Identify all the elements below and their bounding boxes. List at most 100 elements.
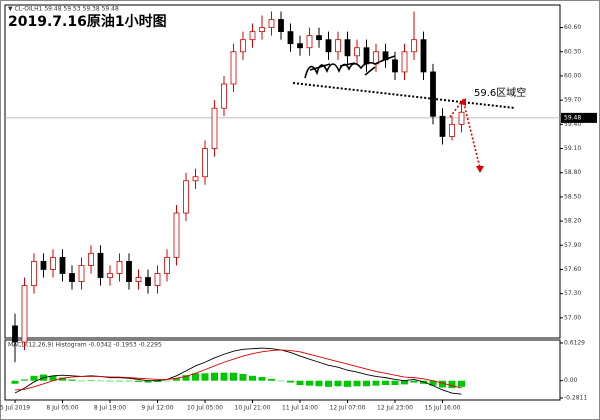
candle-body: [88, 252, 94, 266]
candle-body: [31, 261, 37, 286]
histogram-bar: [49, 375, 57, 381]
y-tick-label: 58.50: [564, 193, 581, 200]
histogram-bar: [116, 380, 123, 382]
candle-body: [164, 256, 170, 274]
y-tick-label: -0.2811: [564, 395, 587, 402]
histogram-bar: [144, 380, 152, 383]
candle-body: [221, 83, 227, 109]
histogram-bar: [268, 378, 275, 381]
candle-body: [411, 39, 417, 53]
annotation: 59.6区域空: [474, 86, 526, 99]
candle-body: [59, 256, 66, 274]
histogram-bar: [258, 377, 266, 381]
candle-body: [287, 31, 294, 45]
y-tick-label: 57.60: [564, 266, 581, 273]
candle-body: [116, 261, 123, 274]
x-tick-label: 10 Jul 05:00: [187, 405, 223, 412]
candle-body: [268, 19, 275, 28]
y-tick-label: 57.00: [564, 314, 581, 321]
histogram-bar: [78, 380, 85, 382]
candle-body: [173, 212, 180, 258]
histogram-bar: [30, 375, 38, 381]
histogram-bar: [353, 380, 361, 387]
y-tick-label: 58.80: [564, 169, 581, 176]
candle-body: [107, 273, 113, 278]
y-tick-label: 0.6129: [564, 340, 585, 347]
candle-body: [420, 39, 427, 73]
histogram-bar: [315, 380, 323, 387]
histogram-bar: [401, 380, 408, 385]
candle-body: [354, 47, 360, 57]
candle-body: [392, 59, 398, 73]
candle-body: [278, 19, 284, 33]
x-tick-label: 8 Jul 19:00: [94, 405, 126, 412]
candle-body: [211, 107, 218, 149]
arrow-head: [459, 98, 466, 106]
candle-body: [78, 265, 85, 282]
y-tick-label: 57.90: [564, 242, 581, 249]
histogram-bar: [182, 375, 190, 381]
candle-body: [202, 148, 208, 178]
chart-header: ▼ CL-OILH1 59.48 59.53 59.38 59.48: [8, 6, 119, 13]
histogram-bar: [59, 377, 66, 381]
histogram-bar: [220, 372, 228, 381]
y-tick-label: 60.00: [564, 72, 581, 79]
candle-body: [40, 261, 47, 270]
chart-title: 2019.7.16原油1小时图: [8, 13, 167, 30]
candle-body: [401, 51, 408, 73]
y-tick-label: 59.70: [564, 97, 581, 104]
candle-body: [135, 277, 142, 282]
macd-panel: [4, 339, 561, 401]
candle-body: [183, 180, 189, 214]
histogram-bar: [306, 380, 313, 386]
histogram-bar: [363, 380, 370, 387]
candle-body: [240, 39, 246, 53]
candle-body: [69, 273, 75, 282]
y-tick-label: 58.20: [564, 218, 581, 225]
price-panel: [4, 4, 561, 339]
histogram-bar: [287, 380, 294, 383]
histogram-bar: [458, 380, 465, 387]
y-tick-label: 0.00: [564, 377, 578, 384]
histogram-bar: [87, 380, 95, 381]
candle-body: [145, 277, 151, 286]
histogram-bar: [391, 380, 399, 386]
histogram-bar: [448, 380, 456, 389]
candle-body: [439, 115, 446, 137]
macd-line: [14, 347, 462, 395]
histogram-bar: [154, 380, 161, 382]
histogram-bar: [230, 372, 237, 381]
trend-line: [292, 82, 516, 109]
histogram-bar: [382, 380, 389, 386]
y-tick-label: 59.40: [564, 121, 581, 128]
candle-body: [192, 176, 199, 182]
macd-line: [14, 349, 462, 391]
candle-body: [97, 252, 104, 278]
candle-body: [344, 39, 351, 57]
candle-body: [325, 39, 332, 53]
candle-body: [249, 31, 256, 41]
candle-body: [154, 273, 161, 286]
histogram-bar: [201, 373, 209, 381]
histogram-bar: [97, 380, 104, 382]
histogram-bar: [106, 380, 114, 382]
histogram-bar: [410, 380, 418, 383]
x-tick-label: 9 Jul 12:00: [141, 405, 173, 412]
x-tick-label: 5 Jul 2019: [0, 405, 30, 412]
histogram-bar: [372, 380, 380, 386]
x-tick-label: 15 Jul 16:00: [425, 405, 461, 412]
candle-body: [316, 35, 322, 41]
candle-body: [335, 39, 341, 53]
candle-body: [230, 51, 237, 85]
histogram-bar: [21, 379, 28, 381]
histogram-bar: [68, 379, 76, 381]
handwriting-scribble: [304, 55, 396, 79]
histogram-bar: [125, 380, 133, 382]
histogram-bar: [163, 380, 171, 382]
x-tick-label: 12 Jul 23:00: [377, 405, 413, 412]
y-tick-label: 60.60: [564, 24, 581, 31]
histogram-bar: [239, 373, 247, 381]
last-price-label: 59.48: [564, 114, 581, 121]
histogram-bar: [296, 380, 304, 386]
